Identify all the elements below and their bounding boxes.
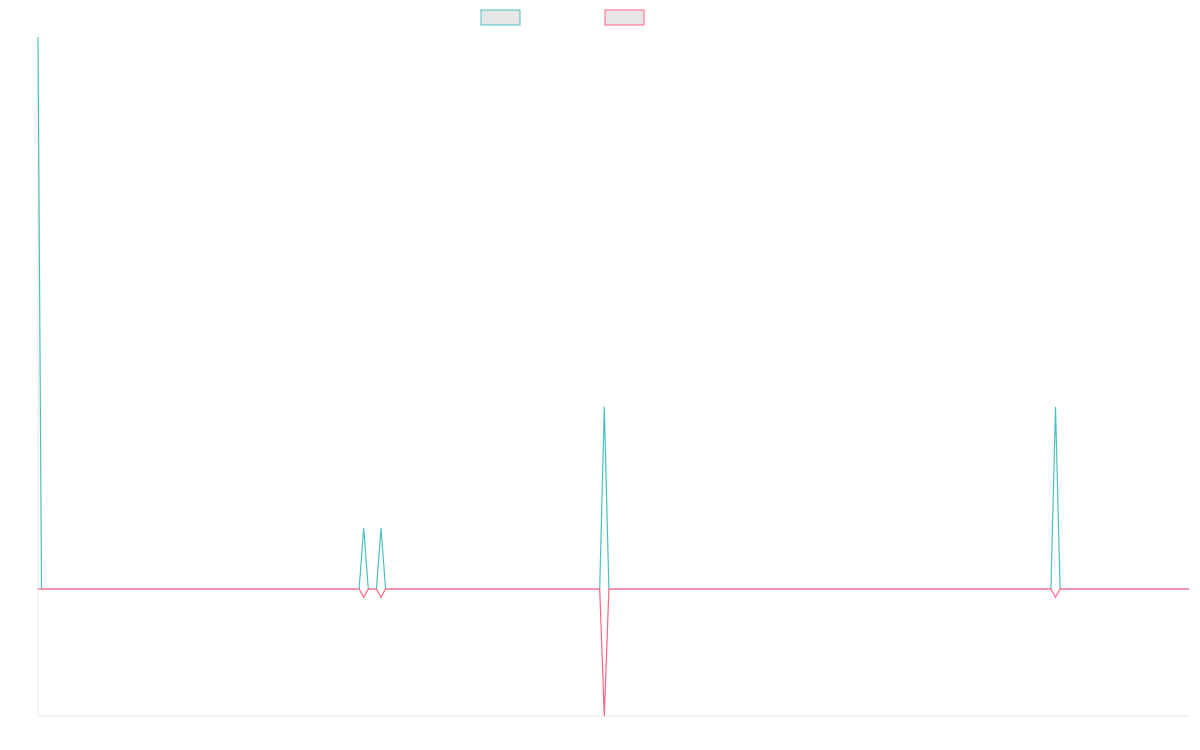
axes xyxy=(37,37,1189,717)
legend-swatch-1[interactable] xyxy=(480,9,521,26)
series-line-1 xyxy=(37,36,1189,590)
series-layer xyxy=(37,36,1189,717)
legend[interactable] xyxy=(480,9,645,26)
series-line-2 xyxy=(38,588,1189,717)
legend-swatch-2[interactable] xyxy=(604,9,645,26)
